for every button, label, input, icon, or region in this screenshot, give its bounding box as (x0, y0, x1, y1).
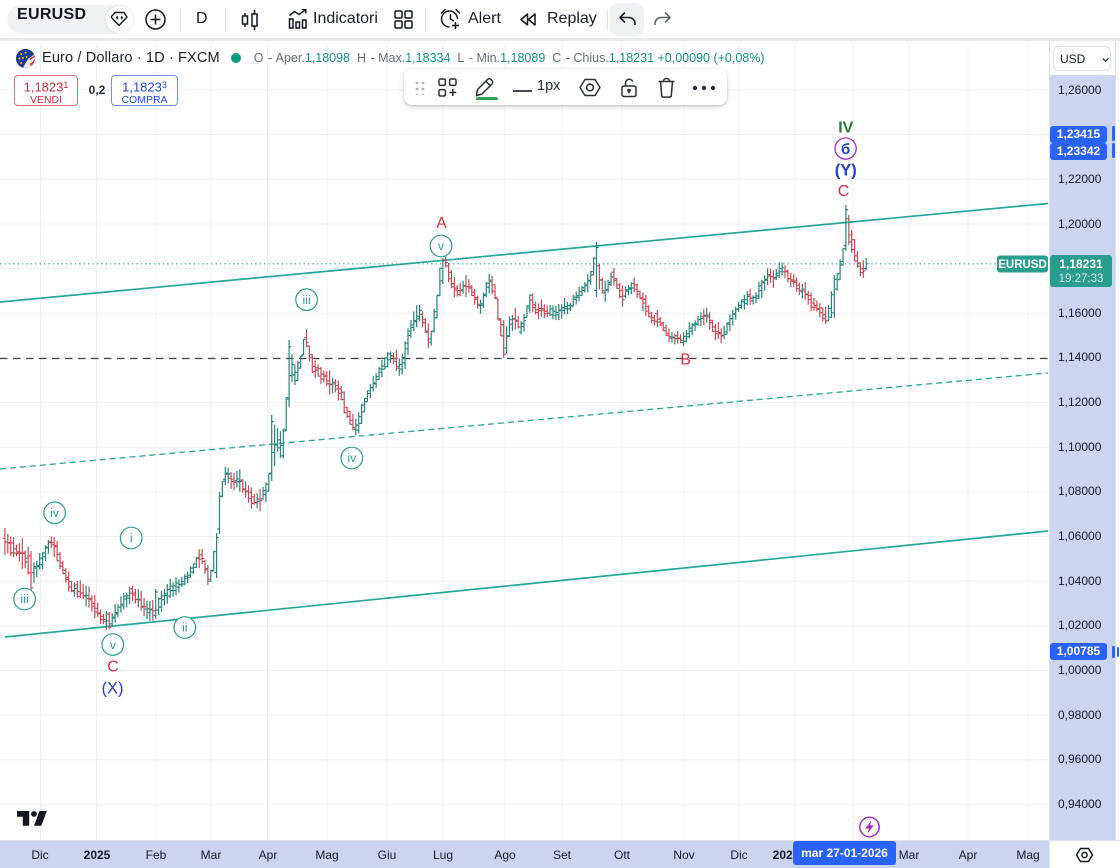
svg-text:A: A (436, 215, 447, 232)
svg-text:ii: ii (182, 621, 187, 635)
svg-text:(X): (X) (102, 680, 124, 698)
svg-text:v: v (110, 638, 117, 652)
svg-text:iii: iii (20, 592, 28, 606)
svg-text:EURUSD: EURUSD (998, 259, 1047, 271)
svg-text:C: C (107, 659, 119, 676)
svg-text:iv: iv (50, 506, 60, 520)
svg-text:v: v (438, 239, 445, 253)
svg-text:(Y): (Y) (835, 162, 857, 180)
svg-text:IV: IV (838, 120, 853, 137)
svg-text:б: б (841, 141, 850, 158)
svg-text:i: i (130, 531, 133, 545)
svg-text:iii: iii (302, 293, 310, 307)
svg-text:C: C (838, 183, 850, 200)
svg-text:iv: iv (347, 451, 357, 465)
svg-text:B: B (680, 352, 690, 369)
